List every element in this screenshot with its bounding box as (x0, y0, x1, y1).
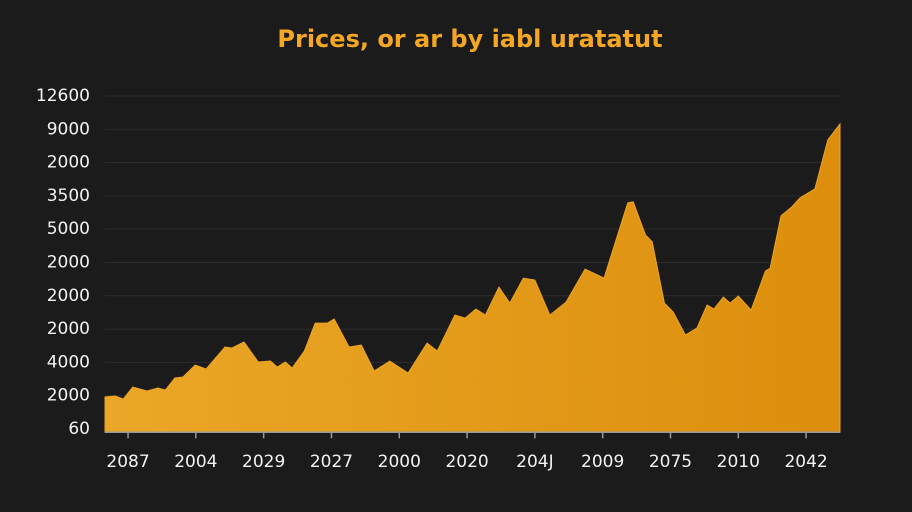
y-tick-label: 2000 (47, 286, 90, 306)
x-tick-label: 2010 (717, 452, 760, 472)
area (104, 122, 841, 433)
y-tick-label: 12600 (36, 86, 90, 106)
y-tick-label: 4000 (47, 352, 90, 372)
x-tick-label: 204J (516, 452, 553, 472)
y-tick-label: 3500 (47, 186, 90, 206)
x-tick-label: 2075 (649, 452, 692, 472)
x-tick-label: 2000 (378, 452, 421, 472)
x-tick-label: 2027 (310, 452, 353, 472)
x-tick-label: 2029 (242, 452, 285, 472)
y-tick-label: 2000 (47, 252, 90, 272)
y-tick-label: 2000 (47, 386, 90, 406)
y-tick-label: 5000 (47, 219, 90, 239)
x-tick-label: 2042 (784, 452, 827, 472)
x-tick-label: 2087 (106, 452, 149, 472)
chart-title: Prices, or ar by iabl uratatut (277, 25, 662, 53)
y-tick-label: 2000 (47, 153, 90, 173)
y-tick-label: 60 (68, 419, 90, 439)
x-tick-label: 2020 (445, 452, 488, 472)
y-tick-label: 9000 (47, 119, 90, 139)
x-tick-label: 2009 (581, 452, 624, 472)
x-tick-label: 2004 (174, 452, 217, 472)
y-tick-label: 2000 (47, 319, 90, 339)
